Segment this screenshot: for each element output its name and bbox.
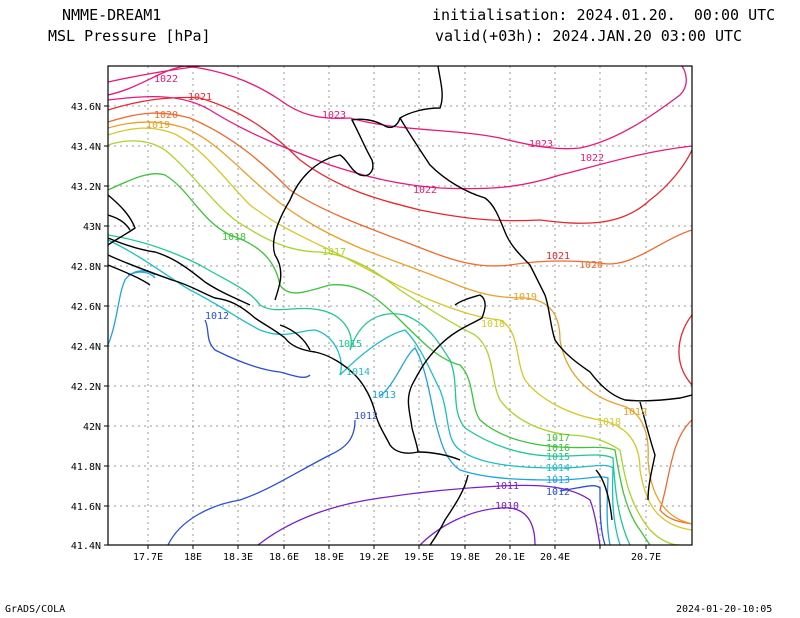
isobar-1012-east bbox=[559, 485, 606, 545]
lat-label: 43.6N bbox=[71, 102, 101, 113]
contour-label: 1021 bbox=[546, 251, 570, 262]
coastlines bbox=[108, 66, 692, 545]
contour-label: 1011 bbox=[495, 481, 519, 492]
lon-tick-labels: 17.7E 18E 18.3E 18.6E 18.9E 19.2E 19.5E … bbox=[133, 552, 661, 563]
contour-label: 1015 bbox=[546, 452, 570, 463]
model-title: NMME-DREAM1 bbox=[62, 6, 162, 24]
contour-label: 1022 bbox=[154, 74, 178, 85]
isobar-1010 bbox=[419, 507, 536, 545]
isobar-1016 bbox=[108, 173, 651, 545]
lat-label: 42.2N bbox=[71, 382, 101, 393]
contour-label: 1019 bbox=[513, 292, 537, 303]
software-credit: GrADS/COLA bbox=[5, 604, 66, 615]
lon-label: 20.1E bbox=[495, 552, 525, 563]
contour-label: 1023 bbox=[529, 139, 553, 150]
lon-label: 20.7E bbox=[631, 552, 661, 563]
isobar-1018 bbox=[108, 127, 692, 531]
isobar-1013 bbox=[108, 270, 611, 545]
lon-label: 19.2E bbox=[359, 552, 389, 563]
lon-label: 20.4E bbox=[540, 552, 570, 563]
isobar-1019 bbox=[108, 121, 692, 525]
isobar-1022 bbox=[108, 66, 692, 190]
contour-label: 1019 bbox=[146, 120, 170, 131]
contour-label: 1017 bbox=[322, 247, 346, 258]
isobar-1012-west bbox=[204, 319, 311, 378]
contour-label: 1018 bbox=[597, 417, 621, 428]
map-frame bbox=[107, 65, 693, 546]
lon-label: 19.5E bbox=[404, 552, 434, 563]
isobar-1012-south bbox=[167, 419, 356, 545]
lon-label: 18E bbox=[184, 552, 202, 563]
lon-label: 19.8E bbox=[450, 552, 480, 563]
lat-label: 42N bbox=[83, 422, 101, 433]
lon-label: 18.3E bbox=[223, 552, 253, 563]
lon-label: 17.7E bbox=[133, 552, 163, 563]
contour-label: 1019 bbox=[623, 407, 647, 418]
contour-label: 1022 bbox=[413, 185, 437, 196]
contour-label: 1013 bbox=[372, 390, 396, 401]
contour-label: 1023 bbox=[322, 110, 346, 121]
contour-label: 1018 bbox=[222, 232, 246, 243]
lat-label: 41.4N bbox=[71, 541, 101, 552]
lat-label: 43.4N bbox=[71, 142, 101, 153]
render-timestamp: 2024-01-20-10:05 bbox=[676, 604, 773, 615]
isobar-1020 bbox=[108, 112, 692, 525]
variable-title: MSL Pressure [hPa] bbox=[48, 27, 211, 45]
init-time: initialisation: 2024.01.20. 00:00 UTC bbox=[432, 6, 776, 24]
isobar-1011 bbox=[257, 484, 601, 545]
isobar-1017 bbox=[108, 140, 681, 545]
lat-tick-labels: 43.6N 43.4N 43.2N 43N 42.8N 42.6N 42.4N … bbox=[71, 102, 101, 552]
isobar-1021 bbox=[108, 96, 692, 386]
lat-label: 41.8N bbox=[71, 462, 101, 473]
lat-label: 43N bbox=[83, 222, 101, 233]
contour-label: 1012 bbox=[205, 311, 229, 322]
contour-label: 1021 bbox=[188, 92, 212, 103]
isobar-1023-east bbox=[349, 66, 687, 150]
contour-label: 1014 bbox=[346, 367, 370, 378]
grid bbox=[108, 66, 692, 545]
contour-label: 1022 bbox=[580, 153, 604, 164]
lat-label: 42.8N bbox=[71, 262, 101, 273]
contour-label: 1020 bbox=[154, 110, 178, 121]
contour-label: 1016 bbox=[546, 443, 570, 454]
isobar-1014 bbox=[108, 239, 621, 545]
contour-label: 1014 bbox=[546, 463, 570, 474]
contour-label: 1018 bbox=[481, 319, 505, 330]
contour-label: 1020 bbox=[579, 260, 603, 271]
lat-label: 42.4N bbox=[71, 342, 101, 353]
lat-label: 43.2N bbox=[71, 182, 101, 193]
contour-label: 1013 bbox=[546, 475, 570, 486]
contour-label: 1017 bbox=[546, 433, 570, 444]
isobar-1015 bbox=[108, 234, 631, 545]
contour-label: 1012 bbox=[354, 411, 378, 422]
contour-label: 1012 bbox=[546, 487, 570, 498]
lon-label: 18.6E bbox=[269, 552, 299, 563]
lat-label: 41.6N bbox=[71, 502, 101, 513]
lat-label: 42.6N bbox=[71, 302, 101, 313]
isobar-1023-west bbox=[108, 66, 351, 120]
contour-label: 1015 bbox=[338, 339, 362, 350]
valid-time: valid(+03h): 2024.JAN.20 03:00 UTC bbox=[435, 27, 743, 45]
contour-labels: 1022 1021 1020 1019 1023 1023 1022 1022 … bbox=[146, 74, 647, 512]
lon-label: 18.9E bbox=[314, 552, 344, 563]
contour-label: 1010 bbox=[495, 501, 519, 512]
